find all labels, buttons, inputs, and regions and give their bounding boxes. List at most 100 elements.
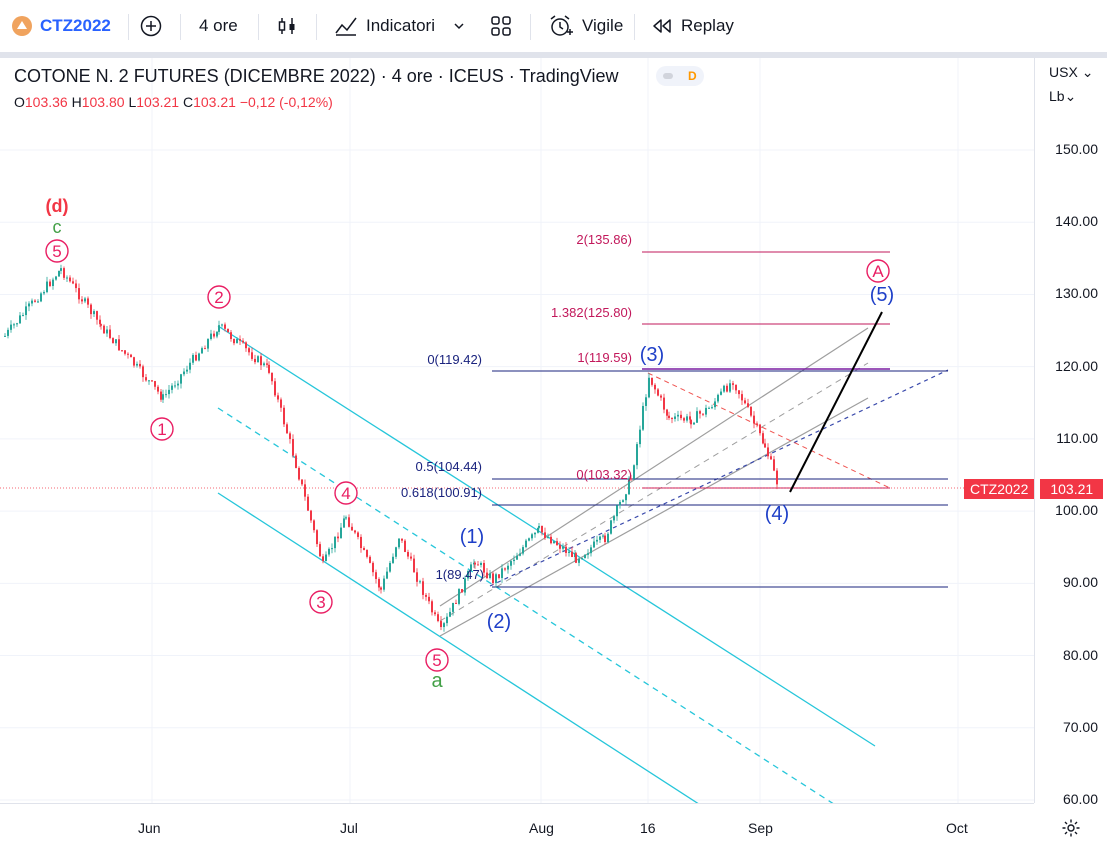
candle-body: [593, 541, 595, 548]
time-tick-label: Jun: [138, 820, 161, 836]
high-label: H: [71, 94, 82, 110]
candle-body: [762, 433, 764, 444]
candle-body: [492, 573, 494, 583]
interval-button[interactable]: 4 ore: [199, 16, 238, 35]
candle-body: [121, 350, 123, 352]
candle-body: [516, 555, 518, 560]
candle-body: [578, 558, 580, 563]
candle-body: [498, 574, 500, 578]
candle-body: [630, 478, 632, 480]
candle-body: [776, 470, 778, 485]
time-axis[interactable]: Jun Jul Aug 16 Sep Oct: [0, 803, 1080, 852]
candle-body: [764, 443, 766, 448]
candle-body: [568, 551, 570, 553]
layouts-button[interactable]: [490, 0, 512, 52]
fib-label-0: 0(119.42): [427, 352, 482, 367]
candle-body: [316, 530, 318, 545]
candle-body: [55, 276, 57, 280]
candles-icon: [278, 18, 295, 34]
candle-body: [613, 516, 615, 521]
candle-body: [133, 357, 135, 366]
candle-body: [510, 561, 512, 566]
candle-body: [604, 535, 606, 543]
candle-body: [322, 556, 324, 562]
candle-body: [449, 611, 451, 617]
alarm-clock-icon: [550, 15, 573, 36]
indicators-button[interactable]: Indicatori: [334, 0, 465, 52]
data-status-badge[interactable]: D: [656, 66, 704, 86]
candle-body: [96, 311, 98, 320]
candle-body: [69, 277, 71, 282]
candle-body: [666, 409, 668, 416]
candle-body: [180, 374, 182, 384]
toolbar-divider: [530, 14, 531, 40]
wave-label-w2: (2): [487, 611, 511, 633]
candle-body: [195, 354, 197, 361]
candle-body: [19, 315, 21, 324]
candle-body: [130, 354, 132, 358]
candle-body: [13, 324, 15, 326]
candle-body: [474, 562, 476, 565]
candle-body: [375, 572, 377, 580]
settings-gear-icon[interactable]: [1061, 818, 1081, 838]
candle-body: [732, 383, 734, 385]
candle-body: [467, 571, 469, 579]
candle-body: [395, 547, 397, 557]
candle-body: [271, 372, 273, 382]
candle-body: [160, 391, 162, 400]
candle-body: [46, 281, 48, 293]
candle-body: [369, 556, 371, 563]
symbol-search[interactable]: CTZ2022: [12, 0, 111, 52]
candle-body: [139, 363, 141, 367]
candle-body: [118, 339, 120, 351]
price-tick-label: 80.00: [1062, 646, 1098, 663]
last-price-label: CTZ2022 103.21: [964, 479, 1104, 499]
price-plot[interactable]: (d)c521345a(1)(2)(3)(4)(5)A2(135.86)1.38…: [0, 58, 1034, 803]
candle-body: [660, 395, 662, 398]
plus-circle-icon: [140, 15, 162, 37]
candle-body: [654, 384, 656, 390]
candle-body: [642, 405, 644, 430]
candle-body: [410, 556, 412, 559]
candle-body: [266, 363, 268, 365]
candle-body: [633, 465, 635, 479]
unit-select[interactable]: Lb⌄: [1049, 88, 1076, 105]
fib-label-1382: 1.382(125.80): [551, 305, 632, 320]
chart-style-button[interactable]: [276, 0, 298, 52]
candle-body: [753, 415, 755, 424]
candle-body: [204, 348, 206, 350]
currency-label: USX: [1049, 64, 1078, 80]
candle-body: [671, 418, 673, 420]
candle-body: [489, 573, 491, 579]
compare-button[interactable]: [140, 0, 162, 52]
alert-button[interactable]: Vigile: [548, 0, 623, 52]
candle-body: [106, 329, 108, 334]
candle-body: [136, 363, 138, 366]
candle-body: [245, 342, 247, 349]
candle-body: [717, 394, 719, 402]
replay-button[interactable]: Replay: [651, 0, 734, 52]
candle-body: [562, 546, 564, 549]
candle-body: [60, 268, 62, 271]
price-axis[interactable]: USX ⌄ Lb⌄ 150.00 140.00 130.00 120.00 110.00…: [1034, 58, 1107, 807]
low-value: 103.21: [136, 94, 180, 110]
candle-body: [112, 338, 114, 344]
high-value: 103.80: [81, 94, 125, 110]
candle-body: [735, 384, 737, 391]
candle-body: [313, 520, 315, 531]
candle-body: [360, 536, 362, 549]
candle-body: [84, 298, 86, 302]
delayed-badge: D: [687, 69, 697, 83]
candle-body: [124, 350, 126, 354]
candle-body: [553, 541, 555, 544]
chart-pane[interactable]: (d) c 5 2 1 3 4 5 a (1) (2) (3) (4) (5) A 2(135.86) 1.38…: [0, 58, 1107, 851]
wave-label-A: A: [872, 262, 884, 281]
candle-body: [301, 479, 303, 485]
candle-body: [507, 565, 509, 570]
candle-body: [398, 538, 400, 548]
time-tick-label: Aug: [529, 820, 554, 836]
candle-body: [10, 324, 12, 330]
candle-body: [639, 429, 641, 445]
candle-body: [277, 395, 279, 400]
currency-select[interactable]: USX ⌄: [1049, 64, 1093, 81]
